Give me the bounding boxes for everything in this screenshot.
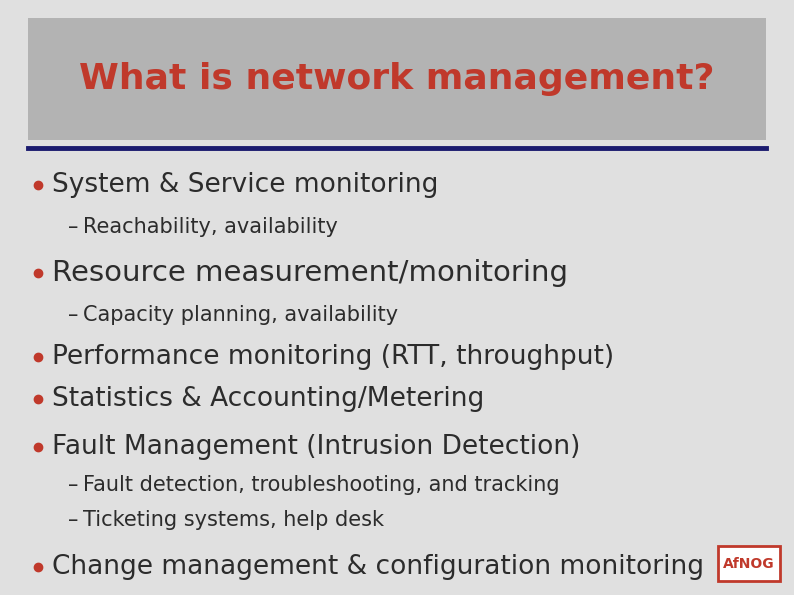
Text: System & Service monitoring: System & Service monitoring (52, 172, 438, 198)
Text: Capacity planning, availability: Capacity planning, availability (83, 305, 398, 325)
Text: Reachability, availability: Reachability, availability (83, 217, 338, 237)
Bar (718, 546, 780, 581)
Text: Statistics & Accounting/Metering: Statistics & Accounting/Metering (52, 386, 484, 412)
Text: –: – (68, 510, 79, 530)
Text: –: – (68, 475, 79, 495)
Text: Change management & configuration monitoring: Change management & configuration monito… (52, 554, 704, 580)
Bar (28, 18, 766, 140)
Text: AfNOG: AfNOG (723, 557, 775, 571)
Text: Resource measurement/monitoring: Resource measurement/monitoring (52, 259, 568, 287)
Text: –: – (68, 305, 79, 325)
Text: Fault Management (Intrusion Detection): Fault Management (Intrusion Detection) (52, 434, 580, 460)
Text: What is network management?: What is network management? (79, 62, 715, 96)
Text: –: – (68, 217, 79, 237)
Text: Performance monitoring (RTT, throughput): Performance monitoring (RTT, throughput) (52, 344, 614, 370)
Text: Fault detection, troubleshooting, and tracking: Fault detection, troubleshooting, and tr… (83, 475, 560, 495)
Text: Ticketing systems, help desk: Ticketing systems, help desk (83, 510, 384, 530)
